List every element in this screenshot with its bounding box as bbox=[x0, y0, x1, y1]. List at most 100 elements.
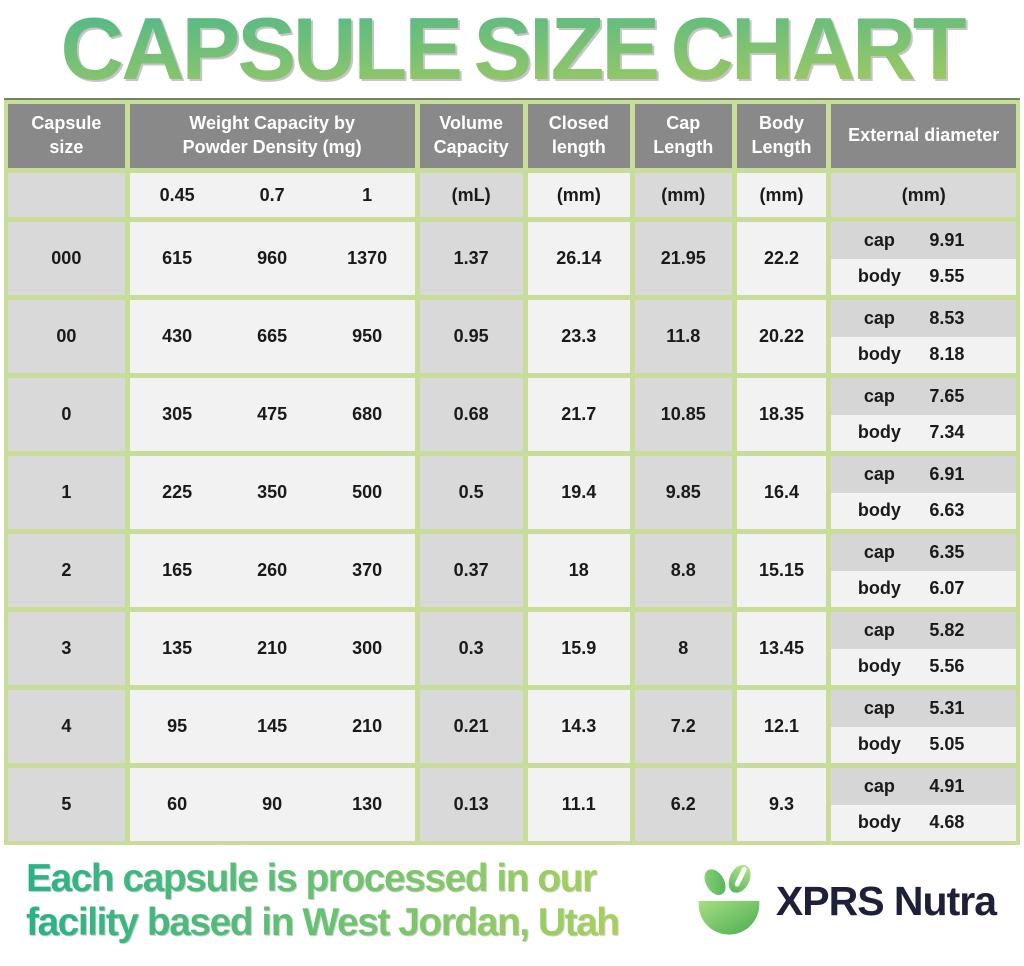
cap-diameter-value: 4.91 bbox=[929, 775, 965, 796]
volume-capacity-cell: 0.5 bbox=[419, 456, 523, 529]
body-length-cell: 15.15 bbox=[736, 534, 827, 607]
cap-length-cell: 8 bbox=[634, 612, 732, 685]
weight-at-1: 130 bbox=[352, 794, 383, 814]
cap-diameter-value: 5.31 bbox=[929, 697, 965, 718]
body-label: body bbox=[857, 422, 901, 443]
external-diameter-body-row: body 5.05 bbox=[831, 726, 1016, 763]
weight-at-045: 95 bbox=[167, 716, 188, 736]
external-diameter-body-row: body 6.07 bbox=[831, 570, 1016, 607]
external-diameter-cap-row: cap 5.82 bbox=[831, 612, 1016, 649]
capsule-size-cell: 3 bbox=[8, 612, 125, 685]
external-diameter-cap-row: cap 6.91 bbox=[831, 456, 1016, 493]
weight-capacity-cell: 165 260 370 bbox=[129, 534, 415, 607]
external-diameter-body-row: body 4.68 bbox=[831, 804, 1016, 841]
external-diameter-cell: cap 5.82 body 5.56 bbox=[831, 612, 1016, 685]
external-diameter-cap-row: cap 4.91 bbox=[831, 768, 1016, 805]
col-header-volume-capacity: Volume Capacity bbox=[419, 104, 523, 168]
col-header-weight-capacity: Weight Capacity by Powder Density (mg) bbox=[129, 104, 415, 168]
weight-at-07: 90 bbox=[262, 794, 283, 814]
external-diameter-cell: cap 6.91 body 6.63 bbox=[831, 456, 1016, 529]
closed-length-cell: 26.14 bbox=[527, 222, 630, 295]
weight-at-045: 165 bbox=[162, 560, 193, 580]
units-closed: (mm) bbox=[527, 173, 630, 217]
footer: Each capsule is processed in our facilit… bbox=[0, 845, 1024, 963]
body-label: body bbox=[857, 734, 901, 755]
external-diameter-body-row: body 5.56 bbox=[831, 648, 1016, 685]
footer-note: Each capsule is processed in our facilit… bbox=[26, 857, 619, 945]
footer-note-line2: facility based in West Jordan, Utah bbox=[26, 901, 619, 944]
weight-capacity-cell: 305 475 680 bbox=[129, 378, 415, 451]
body-label: body bbox=[857, 266, 901, 287]
volume-capacity-cell: 0.13 bbox=[419, 768, 523, 841]
weight-at-1: 1370 bbox=[347, 248, 388, 268]
weight-at-045: 430 bbox=[162, 326, 193, 346]
cap-diameter-value: 6.35 bbox=[929, 541, 965, 562]
density-045: 0.45 bbox=[159, 184, 195, 205]
col-header-body-length: Body Length bbox=[736, 104, 827, 168]
capsule-size-cell: 2 bbox=[8, 534, 125, 607]
cap-diameter-value: 5.82 bbox=[929, 619, 965, 640]
external-diameter-cap-row: cap 5.31 bbox=[831, 690, 1016, 727]
cap-label: cap bbox=[863, 619, 895, 640]
col-header-capsule-size: Capsule size bbox=[8, 104, 125, 168]
cap-diameter-value: 8.53 bbox=[929, 307, 965, 328]
weight-capacity-cell: 615 960 1370 bbox=[129, 222, 415, 295]
closed-length-cell: 18 bbox=[527, 534, 630, 607]
cap-label: cap bbox=[863, 775, 895, 796]
cap-length-cell: 8.8 bbox=[634, 534, 732, 607]
body-length-cell: 16.4 bbox=[736, 456, 827, 529]
weight-capacity-cell: 135 210 300 bbox=[129, 612, 415, 685]
external-diameter-body-row: body 6.63 bbox=[831, 492, 1016, 529]
external-diameter-cell: cap 7.65 body 7.34 bbox=[831, 378, 1016, 451]
cap-diameter-value: 7.65 bbox=[929, 385, 965, 406]
cap-length-cell: 7.2 bbox=[634, 690, 732, 763]
units-volume: (mL) bbox=[419, 173, 523, 217]
units-cap: (mm) bbox=[634, 173, 732, 217]
external-diameter-cap-row: cap 7.65 bbox=[831, 378, 1016, 415]
page-title: CAPSULE SIZE CHART bbox=[0, 0, 1024, 98]
weight-at-1: 210 bbox=[352, 716, 383, 736]
weight-at-1: 950 bbox=[352, 326, 383, 346]
external-diameter-body-row: body 7.34 bbox=[831, 414, 1016, 451]
weight-at-07: 350 bbox=[257, 482, 288, 502]
body-diameter-value: 5.05 bbox=[929, 734, 965, 755]
cap-diameter-value: 9.91 bbox=[929, 229, 965, 250]
cap-label: cap bbox=[863, 697, 895, 718]
weight-at-1: 370 bbox=[352, 560, 383, 580]
weight-at-07: 145 bbox=[257, 716, 288, 736]
capsule-size-cell: 5 bbox=[8, 768, 125, 841]
cap-label: cap bbox=[863, 229, 895, 250]
footer-note-line1: Each capsule is processed in our bbox=[26, 856, 596, 900]
body-label: body bbox=[857, 500, 901, 521]
weight-at-045: 615 bbox=[162, 248, 193, 268]
cap-label: cap bbox=[863, 307, 895, 328]
capsule-size-cell: 00 bbox=[8, 300, 125, 373]
closed-length-cell: 14.3 bbox=[527, 690, 630, 763]
weight-capacity-cell: 430 665 950 bbox=[129, 300, 415, 373]
external-diameter-cell: cap 4.91 body 4.68 bbox=[831, 768, 1016, 841]
weight-capacity-cell: 225 350 500 bbox=[129, 456, 415, 529]
body-diameter-value: 4.68 bbox=[929, 812, 965, 833]
closed-length-cell: 21.7 bbox=[527, 378, 630, 451]
density-07: 0.7 bbox=[259, 184, 285, 205]
units-body: (mm) bbox=[736, 173, 827, 217]
cap-label: cap bbox=[863, 385, 895, 406]
cap-length-cell: 9.85 bbox=[634, 456, 732, 529]
body-length-cell: 9.3 bbox=[736, 768, 827, 841]
body-length-cell: 13.45 bbox=[736, 612, 827, 685]
volume-capacity-cell: 0.21 bbox=[419, 690, 523, 763]
external-diameter-cell: cap 6.35 body 6.07 bbox=[831, 534, 1016, 607]
closed-length-cell: 11.1 bbox=[527, 768, 630, 841]
cap-length-cell: 21.95 bbox=[634, 222, 732, 295]
body-label: body bbox=[857, 656, 901, 677]
closed-length-cell: 15.9 bbox=[527, 612, 630, 685]
body-label: body bbox=[857, 344, 901, 365]
external-diameter-cap-row: cap 9.91 bbox=[831, 222, 1016, 259]
units-capsule-size bbox=[8, 173, 125, 217]
closed-length-cell: 23.3 bbox=[527, 300, 630, 373]
body-diameter-value: 6.63 bbox=[929, 500, 965, 521]
cap-length-cell: 10.85 bbox=[634, 378, 732, 451]
col-header-closed-length: Closed length bbox=[527, 104, 630, 168]
weight-at-045: 135 bbox=[162, 638, 193, 658]
leaf-bowl-icon bbox=[698, 864, 760, 935]
